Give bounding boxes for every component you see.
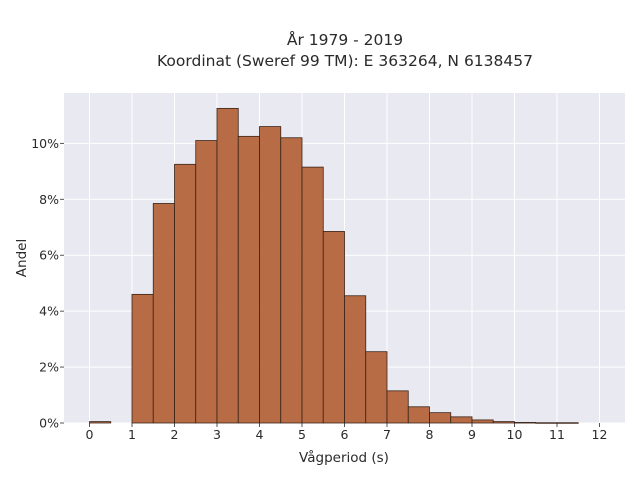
x-tick-label: 4 — [256, 427, 264, 442]
x-tick-label: 10 — [507, 427, 523, 442]
histogram-bar — [152, 203, 175, 424]
histogram-bar — [471, 419, 494, 424]
histogram-bar — [492, 421, 515, 424]
histogram-bar — [174, 163, 197, 424]
y-tick-label: 8% — [39, 192, 59, 207]
x-tick-label: 5 — [298, 427, 306, 442]
bars — [89, 107, 579, 424]
histogram-bar — [365, 351, 388, 424]
x-tick-label: 8 — [426, 427, 434, 442]
histogram-bar — [407, 406, 430, 424]
x-tick-label: 6 — [341, 427, 349, 442]
histogram-bar — [556, 422, 579, 424]
y-tick-label: 10% — [31, 136, 59, 151]
histogram-bar — [131, 293, 154, 424]
y-tick-label: 4% — [39, 304, 59, 319]
x-tick-label: 2 — [171, 427, 179, 442]
x-tick-label: 1 — [128, 427, 136, 442]
histogram-bar — [429, 412, 452, 424]
x-axis-ticks: 0 1 2 3 4 5 6 7 8 9 10 11 12 — [86, 423, 608, 442]
x-tick-label: 12 — [592, 427, 608, 442]
histogram-bar — [280, 137, 303, 424]
histogram-bar — [89, 421, 112, 424]
histogram-bar — [216, 107, 239, 424]
histogram-bar — [450, 416, 473, 424]
histogram-bar — [259, 126, 282, 424]
histogram-bar — [237, 135, 260, 424]
histogram-bar — [535, 422, 558, 424]
x-tick-label: 11 — [549, 427, 565, 442]
y-tick-label: 0% — [39, 416, 59, 431]
y-tick-label: 6% — [39, 248, 59, 263]
x-tick-label: 3 — [213, 427, 221, 442]
chart-title: År 1979 - 2019 — [287, 30, 403, 49]
x-axis-label: Vågperiod (s) — [299, 449, 389, 466]
histogram-bar — [301, 166, 324, 424]
histogram-bar — [344, 295, 367, 424]
histogram-bar — [386, 390, 409, 424]
x-tick-label: 7 — [383, 427, 391, 442]
y-axis-ticks: 0% 2% 4% 6% 8% 10% — [31, 136, 64, 431]
histogram-bar — [195, 140, 218, 424]
chart-subtitle: Koordinat (Sweref 99 TM): E 363264, N 61… — [157, 52, 533, 70]
x-tick-label: 0 — [86, 427, 94, 442]
x-tick-label: 9 — [468, 427, 476, 442]
y-axis-label: Andel — [14, 239, 30, 277]
histogram-bar — [514, 422, 537, 424]
histogram-bar — [322, 231, 345, 424]
y-tick-label: 2% — [39, 360, 59, 375]
